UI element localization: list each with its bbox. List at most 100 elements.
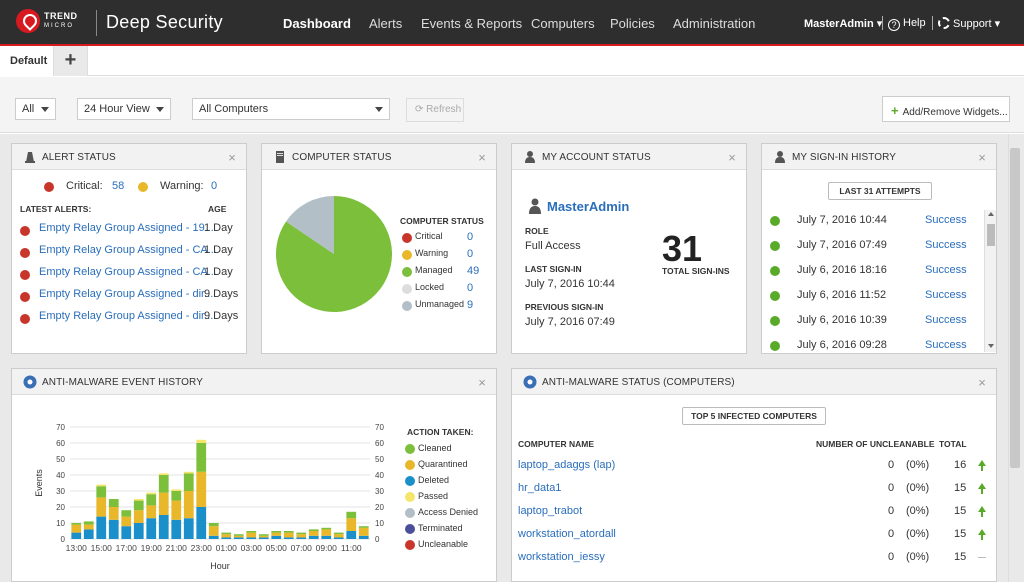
legend-value[interactable]: 49 [467, 265, 480, 277]
bar-segment-quarantined[interactable] [196, 471, 207, 507]
warning-count[interactable]: 0 [211, 180, 218, 192]
bar-segment-quarantined[interactable] [346, 518, 357, 531]
signin-status[interactable]: Success [925, 239, 967, 251]
bar-segment-quarantined[interactable] [221, 534, 232, 538]
close-icon[interactable]: × [978, 150, 986, 165]
alert-link[interactable]: Empty Relay Group Assigned - 19... [39, 222, 214, 234]
bar-segment-quarantined[interactable] [308, 531, 319, 536]
refresh-button[interactable]: ⟳ Refresh [406, 98, 464, 122]
bar-segment-cleaned[interactable] [296, 532, 307, 535]
bar-segment-deleted[interactable] [258, 537, 269, 539]
bar-segment-deleted[interactable] [83, 529, 94, 539]
bar-segment-passed[interactable] [183, 471, 194, 474]
signin-scrollbar[interactable] [984, 210, 996, 352]
bar-segment-quarantined[interactable] [96, 497, 107, 517]
close-icon[interactable]: × [478, 375, 486, 390]
alert-link[interactable]: Empty Relay Group Assigned - dir... [39, 288, 214, 300]
bar-segment-quarantined[interactable] [333, 534, 344, 538]
nav-administration[interactable]: Administration [673, 16, 756, 31]
signin-scrollbar-thumb[interactable] [987, 224, 995, 246]
legend-value[interactable]: 0 [467, 282, 474, 294]
bar-segment-cleaned[interactable] [83, 521, 94, 525]
computer-link[interactable]: laptop_adaggs (lap) [518, 459, 616, 471]
bar-segment-cleaned[interactable] [121, 510, 132, 517]
bar-segment-deleted[interactable] [283, 537, 294, 539]
close-icon[interactable]: × [978, 375, 986, 390]
bar-segment-deleted[interactable] [96, 516, 107, 539]
user-menu[interactable]: MasterAdmin ▾ [804, 18, 883, 30]
bar-segment-quarantined[interactable] [271, 532, 282, 536]
bar-segment-passed[interactable] [171, 489, 182, 491]
bar-segment-cleaned[interactable] [271, 531, 282, 533]
support-menu[interactable]: Support ▾ [938, 17, 1000, 30]
bar-segment-deleted[interactable] [171, 519, 182, 539]
scroll-down-icon[interactable] [988, 344, 994, 348]
computers-select[interactable]: All Computers [192, 98, 390, 120]
bar-segment-cleaned[interactable] [246, 531, 257, 533]
bar-segment-quarantined[interactable] [133, 510, 144, 523]
signin-status[interactable]: Success [925, 214, 967, 226]
bar-segment-cleaned[interactable] [321, 527, 332, 530]
top-infected-button[interactable]: Top 5 Infected Computers [682, 407, 826, 425]
legend-value[interactable]: 0 [467, 248, 474, 260]
computer-link[interactable]: workstation_atordall [518, 528, 616, 540]
bar-segment-cleaned[interactable] [183, 473, 194, 491]
bar-segment-cleaned[interactable] [283, 531, 294, 533]
bar-segment-quarantined[interactable] [246, 532, 257, 538]
bar-segment-deleted[interactable] [296, 537, 307, 539]
bar-segment-quarantined[interactable] [121, 516, 132, 527]
bar-segment-quarantined[interactable] [296, 534, 307, 538]
computer-link[interactable]: workstation_iessy [518, 551, 605, 563]
bar-segment-quarantined[interactable] [171, 500, 182, 520]
bar-segment-passed[interactable] [96, 484, 107, 487]
bar-segment-deleted[interactable] [308, 535, 319, 539]
signin-status[interactable]: Success [925, 314, 967, 326]
bar-segment-cleaned[interactable] [171, 491, 182, 501]
bar-segment-deleted[interactable] [183, 518, 194, 539]
bar-segment-deleted[interactable] [146, 518, 157, 539]
page-scrollbar-thumb[interactable] [1010, 148, 1020, 468]
bar-segment-deleted[interactable] [108, 519, 119, 539]
bar-segment-quarantined[interactable] [183, 491, 194, 519]
bar-segment-cleaned[interactable] [133, 500, 144, 511]
bar-segment-cleaned[interactable] [146, 494, 157, 506]
bar-segment-deleted[interactable] [333, 537, 344, 539]
computer-link[interactable]: laptop_trabot [518, 505, 583, 517]
signin-status[interactable]: Success [925, 264, 967, 276]
bar-segment-cleaned[interactable] [221, 532, 232, 535]
nav-dashboard[interactable]: Dashboard [283, 16, 351, 31]
bar-segment-cleaned[interactable] [346, 511, 357, 519]
bar-segment-deleted[interactable] [121, 526, 132, 539]
bar-segment-deleted[interactable] [233, 537, 244, 539]
bar-segment-quarantined[interactable] [258, 535, 269, 538]
bar-segment-cleaned[interactable] [333, 532, 344, 535]
tab-default[interactable]: Default [0, 46, 54, 76]
scroll-up-icon[interactable] [988, 212, 994, 216]
close-icon[interactable]: × [228, 150, 236, 165]
nav-events-reports[interactable]: Events & Reports [421, 16, 523, 31]
bar-segment-passed[interactable] [133, 499, 144, 501]
bar-segment-cleaned[interactable] [308, 529, 319, 531]
legend-value[interactable]: 9 [467, 299, 474, 311]
bar-segment-quarantined[interactable] [83, 524, 94, 530]
bar-segment-quarantined[interactable] [321, 529, 332, 536]
close-icon[interactable]: × [478, 150, 486, 165]
nav-policies[interactable]: Policies [610, 16, 655, 31]
bar-segment-cleaned[interactable] [108, 499, 119, 507]
bar-segment-passed[interactable] [146, 492, 157, 495]
bar-segment-cleaned[interactable] [233, 534, 244, 536]
nav-computers[interactable]: Computers [531, 16, 595, 31]
bar-segment-quarantined[interactable] [71, 524, 82, 533]
bar-segment-quarantined[interactable] [158, 492, 169, 515]
bar-segment-deleted[interactable] [158, 515, 169, 539]
bar-segment-deleted[interactable] [196, 507, 207, 539]
signin-status[interactable]: Success [925, 339, 967, 351]
bar-segment-cleaned[interactable] [208, 523, 219, 527]
bar-segment-quarantined[interactable] [108, 507, 119, 520]
bar-segment-deleted[interactable] [358, 535, 369, 539]
pie-slice-unmanaged[interactable] [285, 196, 334, 254]
computer-link[interactable]: hr_data1 [518, 482, 562, 494]
signin-status[interactable]: Success [925, 289, 967, 301]
close-icon[interactable]: × [728, 150, 736, 165]
alert-link[interactable]: Empty Relay Group Assigned - CA... [39, 266, 217, 278]
